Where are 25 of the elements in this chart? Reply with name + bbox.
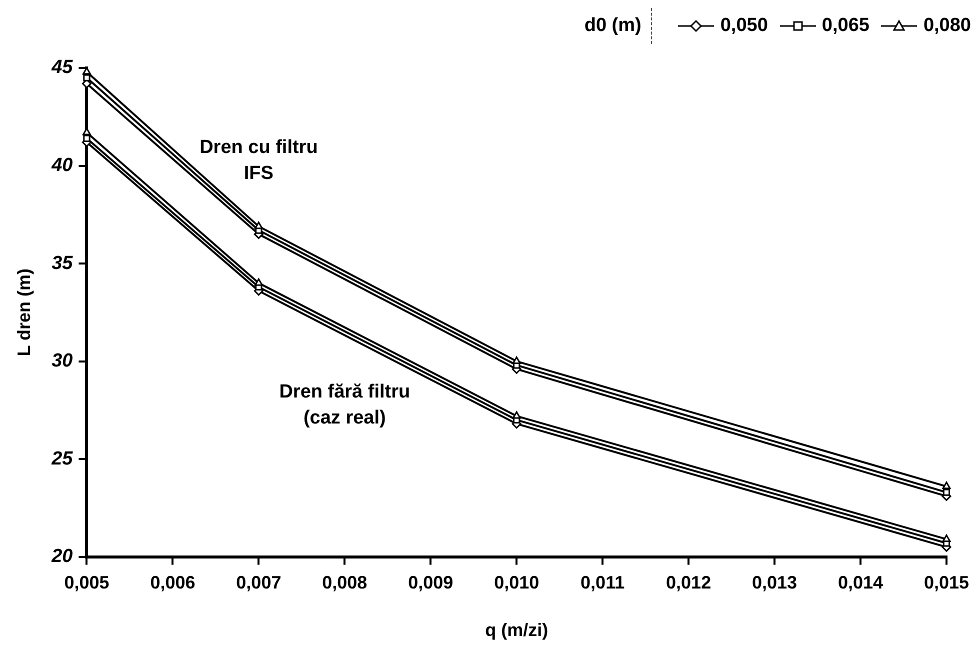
x-tick-label: 0,009 bbox=[408, 572, 454, 593]
x-tick-label: 0,010 bbox=[494, 572, 540, 593]
y-tick-label: 45 bbox=[50, 57, 74, 78]
x-tick-label: 0,008 bbox=[322, 572, 368, 593]
annotation: Dren cu filtru IFS bbox=[200, 137, 318, 184]
y-tick-label: 30 bbox=[52, 350, 74, 372]
x-axis-title: q (m/zi) bbox=[485, 620, 548, 640]
legend-title: d0 (m) bbox=[584, 8, 652, 44]
legend-label: 0,080 bbox=[923, 15, 971, 37]
annotation: Dren fără filtru (caz real) bbox=[279, 382, 410, 429]
x-tick-label: 0,014 bbox=[838, 572, 884, 593]
y-axis-title: L dren (m) bbox=[14, 268, 34, 356]
y-tick-label: 25 bbox=[50, 448, 74, 470]
x-tick-label: 0,005 bbox=[64, 572, 110, 593]
x-tick-label: 0,012 bbox=[666, 572, 712, 593]
x-tick-label: 0,007 bbox=[236, 572, 282, 593]
x-tick-label: 0,015 bbox=[924, 572, 969, 593]
x-tick-label: 0,006 bbox=[150, 572, 196, 593]
x-tick-label: 0,013 bbox=[752, 572, 798, 593]
legend-label: 0,065 bbox=[822, 15, 870, 37]
y-tick-label: 20 bbox=[50, 546, 74, 568]
legend-label: 0,050 bbox=[720, 15, 768, 37]
x-tick-label: 0,011 bbox=[580, 572, 625, 593]
y-tick-label: 35 bbox=[52, 252, 74, 274]
y-tick-label: 40 bbox=[50, 154, 74, 176]
